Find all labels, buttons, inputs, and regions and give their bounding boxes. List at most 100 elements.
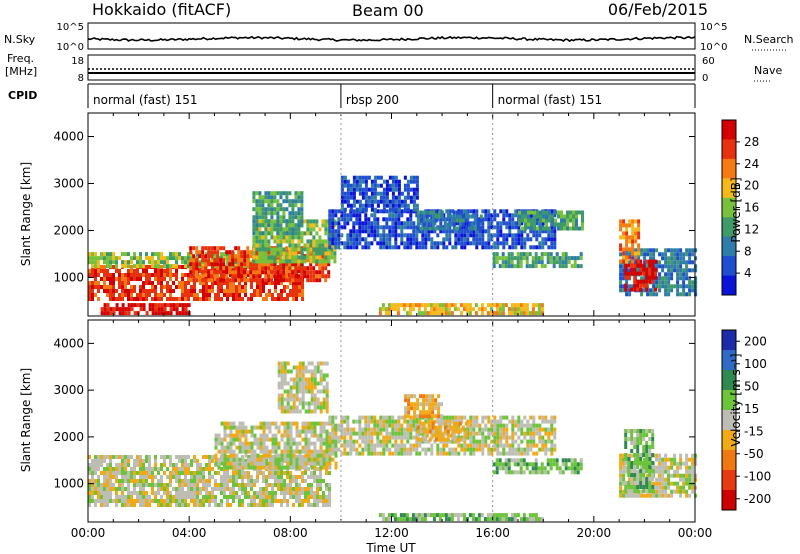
heatmap-cell bbox=[429, 307, 433, 312]
heatmap-cell bbox=[301, 425, 305, 430]
heatmap-cell bbox=[639, 271, 643, 276]
heatmap-cell bbox=[496, 229, 500, 234]
heatmap-cell bbox=[409, 195, 413, 200]
heatmap-cell bbox=[321, 243, 325, 248]
heatmap-cell bbox=[476, 218, 480, 223]
heatmap-cell bbox=[637, 231, 641, 236]
heatmap-cell bbox=[259, 425, 263, 430]
heatmap-cell bbox=[358, 443, 362, 448]
heatmap-cell bbox=[492, 303, 496, 308]
heatmap-cell bbox=[532, 229, 536, 234]
heatmap-cell bbox=[148, 471, 151, 475]
heatmap-cell bbox=[541, 427, 545, 432]
heatmap-cell bbox=[139, 303, 143, 308]
heatmap-cell bbox=[391, 435, 395, 440]
heatmap-cell bbox=[270, 215, 274, 220]
heatmap-cell bbox=[124, 475, 127, 479]
heatmap-cell bbox=[337, 233, 341, 238]
heatmap-cell bbox=[217, 293, 220, 297]
heatmap-cell bbox=[273, 274, 277, 279]
heatmap-cell bbox=[387, 307, 391, 312]
heatmap-cell bbox=[636, 263, 640, 268]
heatmap-cell bbox=[282, 227, 286, 232]
heatmap-cell bbox=[280, 433, 284, 438]
heatmap-cell bbox=[261, 207, 265, 212]
heatmap-cell bbox=[118, 479, 121, 483]
heatmap-cell bbox=[291, 251, 295, 256]
heatmap-cell bbox=[121, 264, 124, 269]
heatmap-cell bbox=[270, 235, 274, 240]
heatmap-cell bbox=[229, 445, 233, 450]
heatmap-cell bbox=[157, 307, 161, 312]
heatmap-cell bbox=[154, 297, 157, 301]
heatmap-cell bbox=[406, 221, 410, 226]
heatmap-cell bbox=[517, 233, 521, 238]
heatmap-cell bbox=[291, 259, 295, 264]
heatmap-cell bbox=[223, 293, 226, 297]
heatmap-cell bbox=[252, 207, 256, 212]
heatmap-cell bbox=[109, 471, 112, 475]
heatmap-cell bbox=[288, 278, 292, 283]
heatmap-cell bbox=[181, 311, 185, 316]
heatmap-cell bbox=[364, 245, 368, 250]
heatmap-cell bbox=[268, 499, 271, 503]
heatmap-cell bbox=[469, 427, 473, 432]
heatmap-cell bbox=[648, 271, 652, 276]
heatmap-cell bbox=[676, 276, 680, 281]
heatmap-cell bbox=[205, 455, 208, 459]
heatmap-cell bbox=[249, 266, 253, 271]
heatmap-cell bbox=[288, 255, 292, 260]
heatmap-cell bbox=[315, 270, 319, 275]
heatmap-cell bbox=[416, 218, 420, 223]
heatmap-cell bbox=[385, 245, 389, 250]
heatmap-cell bbox=[118, 455, 121, 459]
heatmap-cell bbox=[264, 266, 268, 271]
heatmap-cell bbox=[352, 209, 356, 214]
heatmap-cell bbox=[324, 239, 328, 244]
heatmap-cell bbox=[472, 451, 476, 456]
heatmap-cell bbox=[440, 433, 444, 438]
heatmap-cell bbox=[256, 471, 259, 475]
heatmap-cell bbox=[484, 427, 488, 432]
heatmap-cell bbox=[452, 222, 456, 227]
heatmap-cell bbox=[204, 258, 208, 263]
heatmap-cell bbox=[511, 419, 515, 424]
heatmap-cell bbox=[654, 271, 658, 276]
heatmap-cell bbox=[282, 231, 286, 236]
heatmap-cell bbox=[682, 268, 686, 273]
heatmap-cell bbox=[130, 303, 134, 308]
heatmap-cell bbox=[346, 245, 350, 250]
heatmap-cell bbox=[321, 259, 325, 264]
heatmap-cell bbox=[361, 225, 365, 230]
heatmap-cell bbox=[175, 479, 178, 483]
heatmap-cell bbox=[543, 252, 547, 257]
heatmap-cell bbox=[376, 241, 380, 246]
heatmap-cell bbox=[232, 495, 235, 499]
heatmap-cell bbox=[537, 303, 541, 308]
heatmap-cell bbox=[475, 439, 479, 444]
heatmap-cell bbox=[130, 495, 133, 499]
heatmap-cell bbox=[537, 307, 541, 312]
heatmap-cell bbox=[235, 491, 238, 495]
heatmap-cell bbox=[244, 285, 247, 289]
heatmap-cell bbox=[415, 195, 419, 200]
heatmap-cell bbox=[403, 225, 407, 230]
heatmap-cell bbox=[289, 487, 292, 491]
heatmap-cell bbox=[397, 419, 401, 424]
heatmap-cell bbox=[432, 307, 436, 312]
heatmap-cell bbox=[400, 229, 404, 234]
heatmap-cell bbox=[444, 307, 448, 312]
heatmap-cell bbox=[343, 447, 347, 452]
heatmap-cell bbox=[670, 276, 674, 281]
heatmap-cell bbox=[276, 223, 280, 228]
heatmap-cell bbox=[564, 264, 568, 269]
heatmap-cell bbox=[346, 431, 350, 436]
heatmap-cell bbox=[259, 433, 263, 438]
heatmap-cell bbox=[264, 219, 268, 224]
heatmap-cell bbox=[667, 256, 671, 261]
heatmap-cell bbox=[181, 256, 184, 261]
heatmap-cell bbox=[367, 217, 371, 222]
heatmap-cell bbox=[328, 491, 331, 495]
heatmap-cell bbox=[318, 262, 322, 267]
heatmap-cell bbox=[475, 423, 479, 428]
